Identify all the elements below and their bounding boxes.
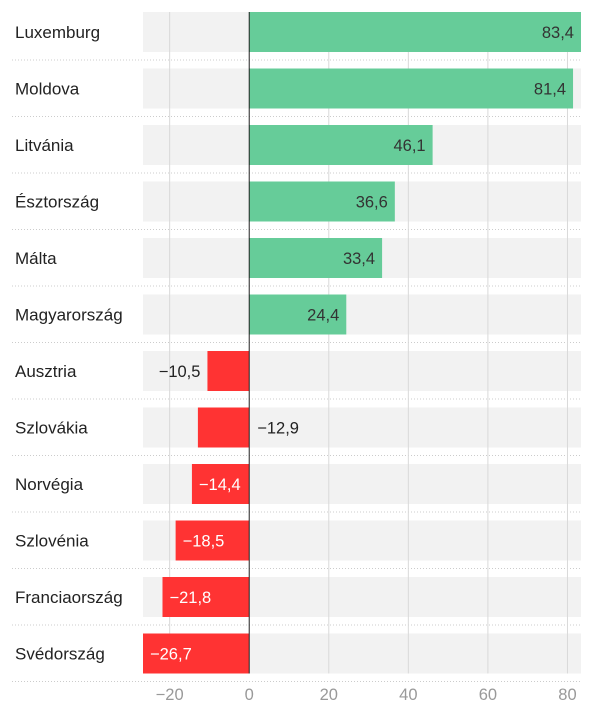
x-tick-label: 80 xyxy=(558,686,576,704)
value-label: −21,8 xyxy=(169,589,211,607)
category-label: Ausztria xyxy=(15,362,77,381)
value-label: −14,4 xyxy=(199,476,241,494)
bar xyxy=(249,294,347,335)
bar xyxy=(207,351,250,391)
value-label: −12,9 xyxy=(257,420,299,438)
bar xyxy=(249,125,433,165)
category-label: Moldova xyxy=(15,80,80,99)
value-label: 83,4 xyxy=(542,24,574,42)
bar xyxy=(175,520,250,561)
category-label: Svédország xyxy=(15,645,105,664)
bar xyxy=(143,633,250,674)
category-label: Málta xyxy=(15,249,57,268)
value-label: 36,6 xyxy=(356,194,388,212)
category-label: Szlovákia xyxy=(15,419,88,438)
bar xyxy=(191,464,250,504)
category-label: Magyarország xyxy=(15,306,123,325)
category-label: Franciaország xyxy=(15,588,123,607)
bar xyxy=(249,68,574,109)
category-label: Litvánia xyxy=(15,136,74,155)
category-label: Észtország xyxy=(15,193,99,212)
value-label: −10,5 xyxy=(159,363,201,381)
bar xyxy=(249,12,581,52)
x-tick-label: 20 xyxy=(320,686,338,704)
bar xyxy=(197,407,250,448)
bar xyxy=(162,577,250,617)
x-tick-label: 60 xyxy=(479,686,497,704)
x-tick-label: −20 xyxy=(156,686,184,704)
category-label: Luxemburg xyxy=(15,23,100,42)
category-label: Szlovénia xyxy=(15,532,89,551)
category-label: Norvégia xyxy=(15,475,84,494)
value-label: 46,1 xyxy=(393,137,425,155)
x-tick-label: 40 xyxy=(399,686,417,704)
bar-track xyxy=(143,294,581,335)
value-label: −26,7 xyxy=(150,646,192,664)
value-label: −18,5 xyxy=(183,533,225,551)
value-label: 24,4 xyxy=(307,307,339,325)
value-label: 81,4 xyxy=(534,81,566,99)
bar xyxy=(249,238,383,278)
value-label: 33,4 xyxy=(343,250,375,268)
bar xyxy=(249,181,395,222)
x-tick-label: 0 xyxy=(245,686,254,704)
